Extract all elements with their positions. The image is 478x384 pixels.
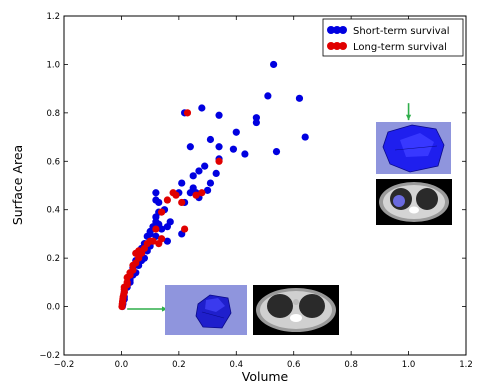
point-long-term xyxy=(118,302,126,311)
point-long-term xyxy=(178,198,186,207)
y-axis-label: Surface Area xyxy=(10,145,25,225)
legend: Short-term survival Long-term survival xyxy=(322,18,464,57)
point-short-term xyxy=(186,143,194,151)
annotation-arrow-head xyxy=(405,114,412,121)
point-short-term xyxy=(155,198,163,207)
y-tick-label: 1.0 xyxy=(46,60,60,70)
point-short-term xyxy=(152,189,160,197)
point-short-term xyxy=(203,186,212,194)
annotations xyxy=(127,103,412,312)
x-tick-label: 1.2 xyxy=(459,360,473,370)
point-short-term xyxy=(241,150,249,158)
point-short-term xyxy=(186,189,194,197)
point-long-term xyxy=(163,196,171,204)
point-long-term xyxy=(183,109,192,117)
point-long-term xyxy=(192,191,200,199)
point-short-term xyxy=(178,179,186,187)
point-long-term xyxy=(215,157,223,165)
point-long-term xyxy=(198,189,206,197)
point-short-term xyxy=(232,128,240,136)
point-long-term xyxy=(140,244,148,253)
y-tick-label: 0.8 xyxy=(46,109,60,119)
point-short-term xyxy=(229,145,238,153)
point-short-term xyxy=(201,162,209,170)
point-short-term xyxy=(163,237,171,245)
point-short-term xyxy=(198,104,206,112)
point-short-term xyxy=(206,135,215,144)
point-short-term xyxy=(252,118,260,127)
tumor-render-small xyxy=(165,285,247,335)
point-short-term xyxy=(206,179,215,187)
point-short-term xyxy=(195,167,203,175)
point-long-term xyxy=(181,225,189,233)
x-tick-label: 0.0 xyxy=(115,360,129,370)
x-tick-label: 0.8 xyxy=(344,360,358,370)
point-short-term xyxy=(270,60,278,69)
ct-scan-large xyxy=(376,179,452,225)
data-points xyxy=(118,60,309,311)
annotation-arrow-head xyxy=(161,306,168,312)
y-tick-label: 0.0 xyxy=(46,303,60,313)
point-long-term xyxy=(169,189,177,197)
point-short-term xyxy=(189,172,197,180)
y-tick-label: 0.4 xyxy=(46,206,60,216)
point-long-term xyxy=(155,240,163,248)
y-tick-label: 1.2 xyxy=(46,12,60,22)
point-short-term xyxy=(215,111,223,119)
point-short-term xyxy=(158,225,166,233)
point-long-term xyxy=(158,208,166,216)
x-axis-label: Volume xyxy=(242,369,289,384)
legend-label-short-term: Short-term survival xyxy=(353,26,450,37)
legend-label-long-term: Long-term survival xyxy=(353,42,447,53)
point-short-term xyxy=(264,92,272,100)
tumor-render-large xyxy=(376,122,451,174)
y-tick-label: 0.6 xyxy=(46,157,60,167)
point-short-term xyxy=(212,169,220,177)
x-tick-label: 1.0 xyxy=(402,360,416,370)
y-tick-label: 0.2 xyxy=(46,254,60,264)
x-tick-label: 0.2 xyxy=(172,360,186,370)
point-long-term xyxy=(152,225,160,233)
x-tick-label: 0.6 xyxy=(287,360,301,370)
x-axis-ticks: −0.2 0.0 0.2 0.4 0.6 0.8 1.0 1.2 xyxy=(54,16,473,370)
point-short-term xyxy=(163,223,171,231)
x-tick-label: 0.4 xyxy=(230,360,244,370)
y-tick-label: −0.2 xyxy=(39,351,60,361)
point-short-term xyxy=(295,94,304,102)
legend-item-short-term: Short-term survival xyxy=(327,26,450,37)
point-short-term xyxy=(272,148,281,156)
ct-scan-small xyxy=(253,285,339,335)
point-short-term xyxy=(215,143,223,151)
y-axis-ticks: −0.2 0.0 0.2 0.4 0.6 0.8 1.0 1.2 xyxy=(39,12,466,361)
legend-item-long-term: Long-term survival xyxy=(327,42,447,53)
point-short-term xyxy=(301,133,309,141)
x-tick-label: −0.2 xyxy=(54,360,75,370)
